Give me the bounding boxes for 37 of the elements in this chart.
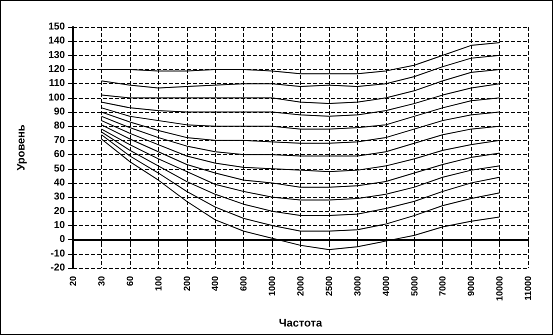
- y-tick-label: 40: [54, 177, 66, 188]
- y-tick-label: 150: [48, 22, 66, 32]
- y-tick-label: -20: [50, 262, 66, 274]
- x-tick-label: 20: [68, 276, 78, 286]
- y-tick-label: 90: [54, 106, 66, 118]
- y-axis-title: Уровень: [16, 124, 28, 171]
- x-tick-label: 11000: [523, 276, 533, 301]
- x-tick-label: 30: [96, 276, 106, 286]
- y-tick-label: 50: [54, 163, 66, 174]
- y-tick-label: 30: [54, 192, 66, 203]
- x-tick-label: 60: [124, 276, 135, 286]
- x-tick-label: 7000: [438, 276, 448, 296]
- y-tick-label: 100: [48, 92, 66, 104]
- y-tick-label: 20: [54, 206, 66, 217]
- x-tick-label: 4000: [380, 276, 391, 296]
- x-tick-label: 1000: [267, 276, 278, 296]
- y-tick-label: 80: [54, 120, 66, 132]
- x-tick-label: 2500: [324, 276, 334, 296]
- x-axis-title: Частота: [278, 318, 323, 330]
- y-tick-label: 10: [54, 220, 66, 231]
- x-tick-label: 200: [182, 276, 192, 292]
- y-tick-label: -10: [50, 248, 66, 260]
- y-tick-label: 120: [48, 64, 66, 76]
- x-tick-label: 3000: [352, 276, 362, 296]
- x-tick-label: 400: [210, 276, 220, 292]
- y-tick-label: 110: [48, 78, 66, 90]
- y-tick-label: 140: [48, 36, 66, 47]
- x-tick-label: 9000: [466, 276, 476, 296]
- x-tick-label: 5000: [409, 276, 420, 296]
- y-tick-label: 130: [48, 50, 66, 61]
- y-tick-label: 70: [54, 134, 66, 146]
- x-tick-label: 2000: [296, 276, 306, 296]
- y-tick-label: 60: [54, 149, 66, 160]
- y-tick-label: 0: [59, 234, 66, 246]
- x-tick-label: 600: [238, 276, 249, 292]
- x-tick-label: 10000: [494, 276, 505, 302]
- x-tick-label: 100: [153, 276, 164, 292]
